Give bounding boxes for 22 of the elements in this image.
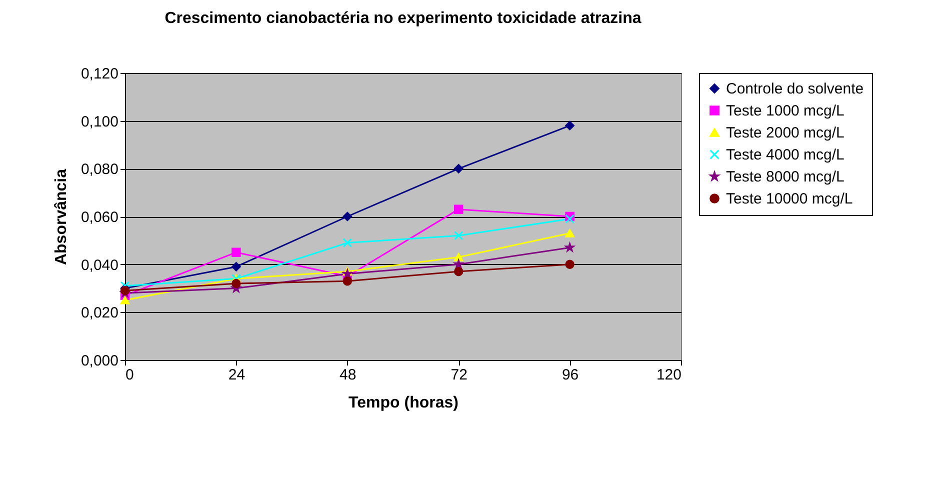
legend-label: Controle do solvente <box>726 80 864 98</box>
chart-title: Crescimento cianobactéria no experimento toxicidade atrazina <box>164 10 642 27</box>
x-tick-label: 24 <box>228 366 246 384</box>
y-tick-label: 0,040 <box>80 256 118 274</box>
legend-label: Teste 2000 mcg/L <box>726 124 844 142</box>
legend-label: Teste 1000 mcg/L <box>726 102 844 120</box>
y-tick-label: 0,120 <box>80 66 118 82</box>
x-tick-label: 48 <box>340 366 356 384</box>
legend-label: Teste 8000 mcg/L <box>726 168 844 186</box>
y-tick-label: 0,020 <box>80 304 118 322</box>
legend-label: Teste 4000 mcg/L <box>726 146 844 164</box>
y-tick-label: 0,060 <box>80 209 118 226</box>
x-tick-label: 0 <box>126 366 134 384</box>
y-tick-label: 0,000 <box>80 352 118 370</box>
x-tick-label: 96 <box>562 366 579 384</box>
x-tick-label: 72 <box>450 366 468 384</box>
x-axis-title: Tempo (horas) <box>348 394 458 412</box>
y-tick-label: 0,080 <box>80 161 118 178</box>
y-tick-label: 0,100 <box>80 113 118 130</box>
y-axis-title: Absorvância <box>52 168 70 266</box>
x-tick-label: 120 <box>656 366 682 384</box>
legend-label: Teste 10000 mcg/L <box>726 190 853 208</box>
